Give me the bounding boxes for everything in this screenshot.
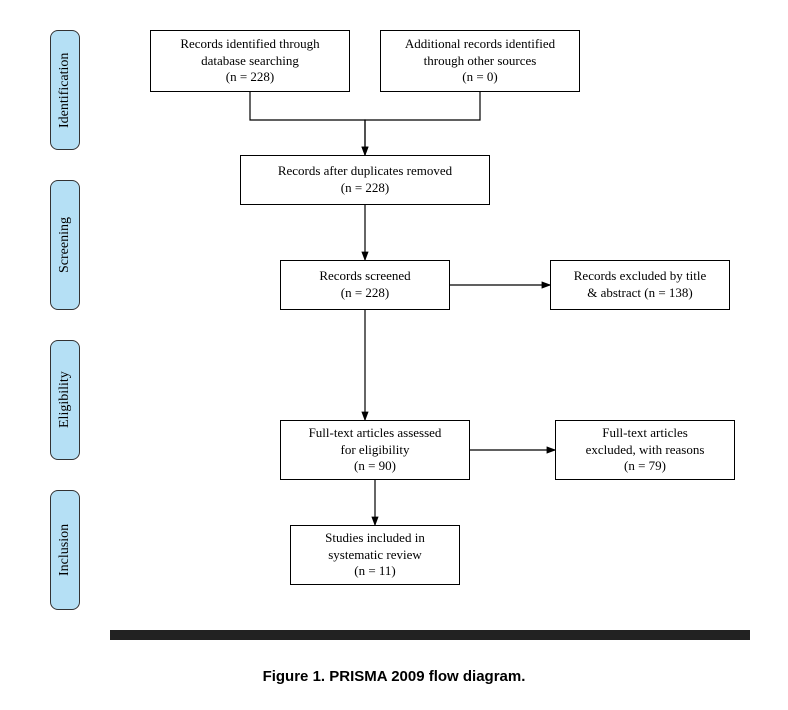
prisma-flow-diagram: Identification Screening Eligibility Inc… xyxy=(20,20,768,650)
node-line: (n = 0) xyxy=(462,69,498,86)
phase-eligibility: Eligibility xyxy=(50,340,80,460)
node-line: excluded, with reasons xyxy=(586,442,705,459)
node-line: & abstract (n = 138) xyxy=(587,285,693,302)
node-excl1: Records excluded by title & abstract (n … xyxy=(550,260,730,310)
node-excl2: Full-text articles excluded, with reason… xyxy=(555,420,735,480)
node-line: (n = 228) xyxy=(341,180,390,197)
phase-inclusion: Inclusion xyxy=(50,490,80,610)
phase-label-text: Screening xyxy=(57,217,73,273)
phase-label-text: Inclusion xyxy=(57,524,73,576)
node-line: Studies included in xyxy=(325,530,425,547)
node-line: Records screened xyxy=(319,268,410,285)
node-screened: Records screened (n = 228) xyxy=(280,260,450,310)
phase-screening: Screening xyxy=(50,180,80,310)
node-line: Full-text articles assessed xyxy=(309,425,442,442)
node-line: for eligibility xyxy=(341,442,410,459)
footer-bar xyxy=(110,630,750,640)
node-included: Studies included in systematic review (n… xyxy=(290,525,460,585)
node-fulltext: Full-text articles assessed for eligibil… xyxy=(280,420,470,480)
node-line: Full-text articles xyxy=(602,425,688,442)
edge-db-dedup xyxy=(250,92,365,155)
node-line: systematic review xyxy=(328,547,422,564)
phase-label-text: Eligibility xyxy=(57,372,73,429)
node-line: (n = 228) xyxy=(341,285,390,302)
node-other: Additional records identified through ot… xyxy=(380,30,580,92)
edge-other-dedup xyxy=(365,92,480,155)
node-db: Records identified through database sear… xyxy=(150,30,350,92)
node-line: Records after duplicates removed xyxy=(278,163,452,180)
node-line: through other sources xyxy=(424,53,537,70)
figure-caption: Figure 1. PRISMA 2009 flow diagram. xyxy=(20,668,768,685)
node-line: Records identified through xyxy=(180,36,319,53)
node-line: Records excluded by title xyxy=(574,268,707,285)
node-line: (n = 90) xyxy=(354,458,396,475)
node-line: database searching xyxy=(201,53,299,70)
node-line: (n = 228) xyxy=(226,69,275,86)
phase-identification: Identification xyxy=(50,30,80,150)
node-line: (n = 79) xyxy=(624,458,666,475)
phase-label-text: Identification xyxy=(57,52,73,127)
node-line: Additional records identified xyxy=(405,36,555,53)
node-line: (n = 11) xyxy=(354,563,396,580)
node-dedup: Records after duplicates removed (n = 22… xyxy=(240,155,490,205)
